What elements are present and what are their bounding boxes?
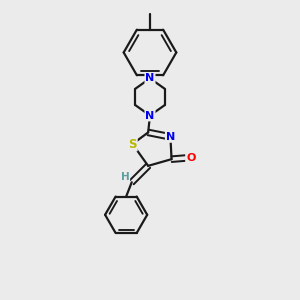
- Text: S: S: [128, 137, 137, 151]
- Text: N: N: [166, 132, 175, 142]
- Text: H: H: [121, 172, 129, 182]
- Text: N: N: [146, 74, 154, 83]
- Text: N: N: [146, 110, 154, 121]
- Text: O: O: [186, 153, 195, 163]
